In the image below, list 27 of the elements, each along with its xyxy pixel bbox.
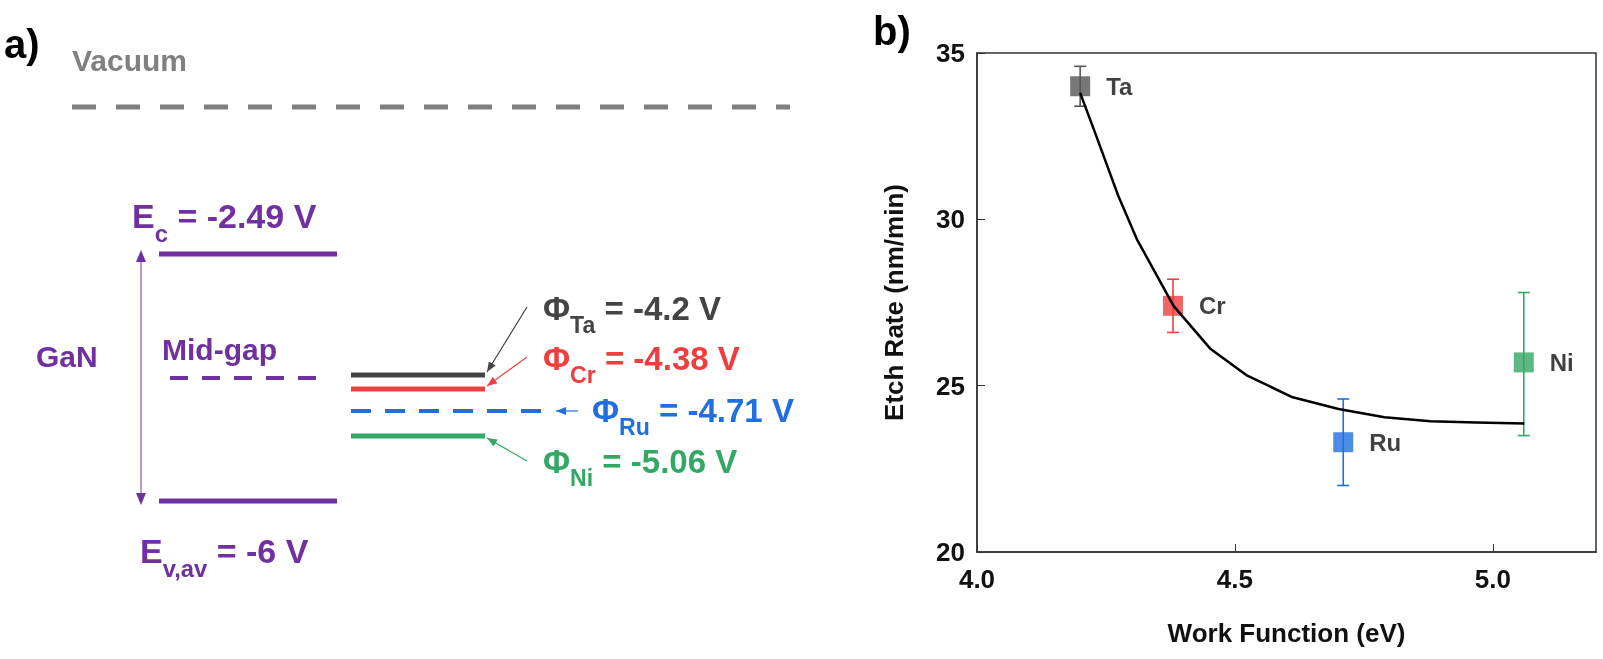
y-tick-label: 30 (936, 204, 965, 235)
point (1333, 432, 1354, 453)
x-tick-label: 4.5 (1216, 564, 1253, 594)
text: E$_{v,av}$ = -6 V (140, 532, 309, 582)
text: Φ$_{Cr}$ = -4.38 V (543, 340, 740, 388)
y-tick-label: 20 (936, 537, 965, 567)
y-axis-title: Etch Rate (nm/min) (879, 184, 909, 421)
y-tick-label: 25 (936, 370, 965, 401)
x-axis-title: Work Function (eV) (1167, 618, 1406, 648)
text: Mid-gap (162, 333, 277, 366)
text: Φ$_{Ni}$ = -5.06 V (543, 443, 738, 491)
text: Φ$_{Ru}$ = -4.71 V (592, 392, 794, 440)
text: E$_{c}$ = -2.49 V (132, 197, 317, 247)
chart-title: b) (873, 9, 911, 53)
series-label: Ni (1549, 348, 1574, 376)
series-label: Ta (1106, 72, 1134, 100)
x-tick-label: 5.0 (1474, 564, 1511, 594)
text: Φ$_{Ta}$ = -4.2 V (543, 290, 721, 338)
text: a) (4, 22, 40, 66)
y-tick-label: 35 (936, 38, 965, 68)
series-label: Ru (1369, 428, 1402, 456)
x-tick-label: 4.0 (958, 564, 996, 594)
text: GaN (36, 340, 98, 373)
point (1513, 352, 1534, 373)
text: Vacuum (72, 44, 188, 77)
point (1070, 76, 1091, 97)
series-label: Cr (1199, 292, 1226, 320)
